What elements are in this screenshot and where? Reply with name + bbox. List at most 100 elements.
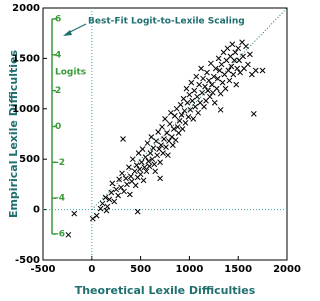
point xyxy=(196,81,203,88)
point xyxy=(230,71,237,78)
point-stroke xyxy=(123,175,129,182)
y2-tick-label: 4 xyxy=(55,50,61,60)
point-stroke xyxy=(103,207,110,214)
point xyxy=(165,152,171,159)
point xyxy=(133,162,140,169)
x-tick-label: 2000 xyxy=(273,264,301,275)
point xyxy=(194,93,201,100)
point xyxy=(229,41,236,48)
point-stroke xyxy=(127,191,133,198)
point-stroke xyxy=(136,166,143,173)
point xyxy=(140,177,147,184)
point-stroke xyxy=(185,114,192,120)
y-tick-label: 500 xyxy=(19,154,40,165)
point xyxy=(189,97,196,104)
point xyxy=(184,99,191,106)
point-stroke xyxy=(143,168,150,175)
point xyxy=(118,184,124,191)
point xyxy=(247,51,253,58)
point-stroke xyxy=(239,39,245,46)
point-stroke xyxy=(155,129,162,135)
annotation: Best-Fit Logit-to-Lexile Scaling xyxy=(88,17,245,27)
point-stroke xyxy=(142,154,149,161)
point xyxy=(136,166,143,173)
point xyxy=(176,118,183,124)
point xyxy=(245,61,251,68)
point-stroke xyxy=(115,192,122,199)
point-stroke xyxy=(259,67,266,74)
point xyxy=(104,203,111,210)
point xyxy=(144,140,151,146)
point-stroke xyxy=(234,65,241,72)
point xyxy=(198,65,204,72)
point-stroke xyxy=(240,53,246,60)
point-stroke xyxy=(216,67,223,74)
point-stroke xyxy=(97,205,104,212)
point-stroke xyxy=(208,60,214,67)
y-tick-label: 1500 xyxy=(12,53,40,64)
point xyxy=(213,85,220,92)
point xyxy=(93,212,100,219)
point xyxy=(243,43,249,50)
x-tick-label: 1500 xyxy=(224,264,252,275)
point-stroke xyxy=(207,93,213,100)
point-stroke xyxy=(121,188,127,195)
point xyxy=(183,85,190,92)
y-tick-label: 0 xyxy=(33,205,40,216)
point-stroke xyxy=(157,159,163,166)
point xyxy=(131,168,138,175)
point-stroke xyxy=(187,106,194,113)
point xyxy=(147,150,154,157)
point-stroke xyxy=(182,120,189,126)
point xyxy=(218,61,225,68)
point-stroke xyxy=(139,146,146,152)
point-stroke xyxy=(141,164,148,171)
point-stroke xyxy=(156,146,162,152)
point-stroke xyxy=(176,118,183,124)
point-stroke xyxy=(118,184,124,191)
point xyxy=(216,67,223,74)
point-stroke xyxy=(148,134,155,140)
point xyxy=(224,45,231,52)
point-stroke xyxy=(184,99,191,106)
point-stroke xyxy=(204,69,210,76)
point xyxy=(119,170,125,177)
point-stroke xyxy=(151,161,158,168)
point-stroke xyxy=(224,45,231,52)
point-stroke xyxy=(106,196,113,203)
arrowhead xyxy=(63,30,72,36)
point xyxy=(171,113,178,119)
point xyxy=(187,106,194,113)
point-stroke xyxy=(183,85,190,92)
point xyxy=(65,231,72,238)
point-stroke xyxy=(247,51,253,58)
point xyxy=(204,69,210,76)
point-stroke xyxy=(243,43,249,50)
y2-axis-title: Logits xyxy=(55,68,86,78)
point xyxy=(126,164,132,171)
point xyxy=(214,75,221,82)
point xyxy=(109,180,116,187)
point xyxy=(210,73,217,80)
point-stroke xyxy=(168,134,175,140)
point xyxy=(158,142,164,148)
point xyxy=(157,159,163,166)
point xyxy=(163,144,169,150)
point xyxy=(103,207,110,214)
point-stroke xyxy=(228,63,235,70)
point xyxy=(160,150,166,157)
point xyxy=(226,77,233,84)
point-stroke xyxy=(99,200,106,207)
point xyxy=(235,45,242,52)
point xyxy=(149,156,156,163)
point-stroke xyxy=(162,116,168,122)
point xyxy=(113,186,120,193)
point-stroke xyxy=(188,79,195,86)
plot-frame xyxy=(42,7,288,261)
point-stroke xyxy=(250,110,257,117)
point-stroke xyxy=(192,103,199,110)
point xyxy=(143,168,150,175)
point-stroke xyxy=(197,99,203,106)
point xyxy=(215,55,222,62)
